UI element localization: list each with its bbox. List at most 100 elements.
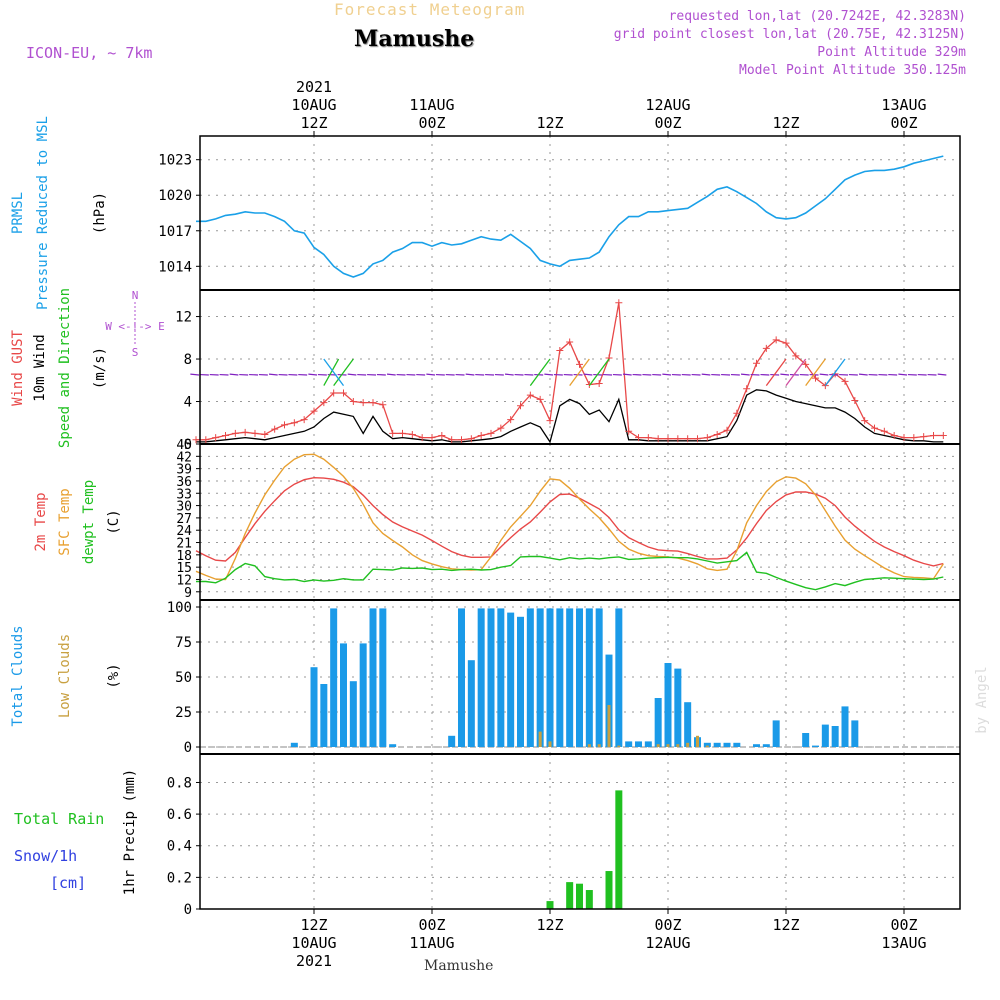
- y-tick-label: 1020: [158, 188, 192, 204]
- gust-marker: [703, 434, 711, 442]
- gust-marker: [605, 354, 613, 362]
- total-cloud-bar: [615, 608, 623, 747]
- wind10-label: 10m Wind: [32, 334, 48, 401]
- pressure-unit: (hPa): [92, 192, 108, 234]
- bottom-time-label: 12Z: [300, 916, 327, 934]
- gust-marker: [782, 339, 790, 347]
- total-cloud-bar: [320, 684, 328, 747]
- gust-marker: [418, 434, 426, 442]
- wind-direction-arrow: [190, 373, 200, 376]
- total-cloud-bar: [389, 744, 397, 747]
- bottom-time-label: 12Z: [536, 916, 563, 934]
- y-tick-label: 27: [176, 512, 192, 527]
- snow-unit: [cm]: [50, 874, 86, 892]
- y-tick-label: 8: [184, 352, 192, 368]
- product-title: Forecast Meteogram: [334, 0, 526, 19]
- y-tick-label: 24: [176, 524, 192, 539]
- gust-marker: [644, 434, 652, 442]
- gust-marker: [762, 344, 770, 352]
- gust-marker: [448, 436, 456, 444]
- wind-direction-arrow: [780, 373, 790, 376]
- gust-marker: [271, 425, 279, 433]
- gust-line: [196, 302, 944, 441]
- total-cloud-bar: [556, 608, 564, 747]
- wind-direction-arrow: [583, 373, 593, 376]
- wind-direction-arrow: [504, 373, 514, 376]
- total-cloud-bar: [625, 741, 633, 747]
- low-cloud-bar: [587, 744, 591, 747]
- y-tick-label: 33: [176, 487, 192, 502]
- low-cloud-bar: [666, 744, 670, 747]
- top-time-label: 00Z: [654, 114, 681, 132]
- gust-direction-vector: [765, 358, 787, 386]
- gust-marker: [231, 429, 239, 437]
- gust-marker: [733, 409, 741, 417]
- total-cloud-bar: [851, 720, 859, 747]
- total-cloud-bar: [585, 608, 593, 747]
- total-cloud-bar: [723, 742, 731, 747]
- low-cloud-bar: [597, 744, 601, 747]
- y-tick-label: 9: [184, 586, 192, 601]
- y-tick-label: 21: [176, 537, 192, 552]
- y-tick-label: 4: [184, 395, 192, 411]
- total-cloud-bar: [359, 643, 367, 747]
- total-rain-label: Total Rain: [14, 810, 104, 828]
- gust-marker: [812, 374, 819, 382]
- gust-marker: [202, 436, 210, 444]
- rain-bar: [576, 883, 583, 909]
- low-cloud-bar: [676, 744, 680, 747]
- gust-marker: [369, 399, 377, 407]
- gust-marker: [743, 385, 751, 393]
- clouds-unit: (%): [106, 663, 122, 688]
- bottom-time-label: 11AUG: [409, 934, 454, 952]
- sfc-temp-line: [195, 453, 944, 581]
- gust-marker: [880, 427, 888, 435]
- gust-marker: [920, 433, 928, 441]
- low-cloud-bar: [705, 745, 709, 747]
- total-cloud-bar: [526, 608, 534, 747]
- gust-marker: [389, 429, 397, 437]
- gust-marker: [556, 347, 564, 355]
- total-cloud-bar: [379, 608, 387, 747]
- gust-marker: [212, 434, 220, 442]
- gust-direction-vector: [824, 358, 846, 386]
- total-cloud-bar: [733, 742, 741, 747]
- gust-marker: [674, 435, 682, 443]
- top-time-label: 00Z: [890, 114, 917, 132]
- total-cloud-bar: [497, 608, 505, 747]
- gust-marker: [192, 436, 200, 444]
- total-cloud-bar: [310, 667, 318, 747]
- total-cloud-bar: [349, 681, 357, 747]
- bottom-time-label: 10AUG: [291, 934, 336, 952]
- total-cloud-bar: [330, 608, 338, 747]
- gust-marker: [467, 435, 475, 443]
- low-cloud-bar: [607, 705, 611, 747]
- total-cloud-bar: [507, 612, 515, 747]
- total-cloud-bar: [458, 608, 465, 747]
- t2m-label: 2m Temp: [33, 492, 49, 551]
- wind-direction-arrow: [465, 373, 475, 376]
- y-tick-label: 0.8: [167, 775, 192, 791]
- gust-marker: [615, 299, 623, 307]
- dewpoint-label: dewpt Temp: [81, 480, 97, 564]
- model-label: ICON-EU, ~ 7km: [26, 44, 153, 62]
- gust-marker: [281, 421, 288, 429]
- total-cloud-bar: [605, 654, 613, 747]
- total-cloud-bar: [713, 742, 721, 747]
- gust-marker: [772, 336, 780, 344]
- total-cloud-bar: [517, 616, 524, 747]
- gust-marker: [359, 399, 367, 407]
- low-cloud-bar: [686, 742, 690, 747]
- total-cloud-bar: [477, 608, 485, 747]
- gust-marker: [379, 401, 387, 409]
- top-time-label: 2021: [296, 78, 332, 96]
- gust-marker: [821, 382, 829, 390]
- top-time-label: 10AUG: [291, 96, 336, 114]
- gust-marker: [517, 402, 524, 410]
- total-cloud-bar: [546, 608, 554, 747]
- rain-bar: [585, 890, 593, 909]
- gust-marker: [900, 434, 908, 442]
- precip-panel: 0 0.2 0.4 0.6 0.8: [167, 754, 960, 918]
- top-time-label: 13AUG: [881, 96, 926, 114]
- y-tick-label: 0.2: [167, 870, 192, 886]
